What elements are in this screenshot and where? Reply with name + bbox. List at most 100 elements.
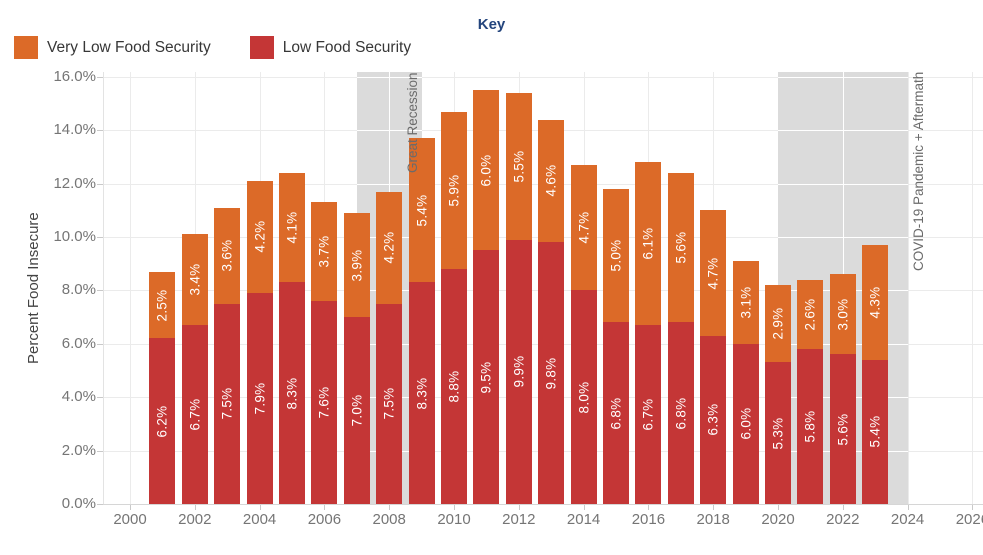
y-tick-label: 8.0% — [61, 281, 96, 299]
x-gridline — [907, 72, 909, 504]
bar-value-label: 7.5% — [219, 387, 235, 420]
y-tick-label: 10.0% — [53, 228, 96, 245]
y-tick-mark — [97, 76, 103, 78]
bar-segment-very-low-2019: 3.1% — [732, 261, 759, 344]
x-tick-mark — [648, 505, 650, 510]
x-tick-mark — [194, 505, 196, 510]
bar-value-label: 3.7% — [316, 235, 332, 268]
y-tick-label: 12.0% — [53, 174, 96, 192]
bar-segment-very-low-2013: 4.6% — [538, 119, 565, 243]
bar-segment-low-2019: 6.0% — [732, 343, 759, 504]
bar-segment-very-low-2001: 2.5% — [149, 271, 176, 339]
y-tick-label: 6.0% — [61, 334, 96, 352]
y-axis-title: Percent Food Insecure — [25, 212, 42, 364]
bar-segment-very-low-2007: 3.9% — [343, 212, 370, 318]
x-tick-mark — [842, 505, 844, 510]
bar-value-label: 2.9% — [770, 307, 786, 340]
bar-segment-low-2017: 6.8% — [667, 322, 694, 504]
bar-segment-low-2011: 9.5% — [473, 250, 500, 504]
bar-value-label: 3.6% — [219, 239, 235, 272]
bar-value-label: 2.6% — [802, 298, 818, 331]
y-tick-mark — [97, 290, 103, 292]
bar-segment-very-low-2005: 4.1% — [279, 172, 305, 283]
x-gridline — [130, 72, 131, 504]
bar-segment-low-2005: 8.3% — [279, 282, 305, 504]
bar-value-label: 3.1% — [738, 286, 754, 319]
bar-segment-low-2014: 8.0% — [570, 290, 597, 504]
bar-segment-low-2016: 6.7% — [635, 325, 662, 504]
y-tick-mark — [97, 450, 103, 452]
chart-key-title: Key — [477, 16, 506, 33]
bar-segment-very-low-2006: 3.7% — [311, 202, 338, 302]
legend-label-very-low: Very Low Food Security — [47, 38, 211, 56]
bar-segment-very-low-2009: 5.4% — [408, 138, 435, 283]
x-tick-mark — [778, 505, 779, 510]
bar-segment-low-2003: 7.5% — [214, 303, 241, 504]
x-gridline — [972, 72, 974, 504]
bar-segment-very-low-2020: 2.9% — [765, 285, 791, 363]
bar-segment-very-low-2010: 5.9% — [441, 111, 467, 270]
y-axis-spine — [103, 72, 104, 504]
bar-value-label: 4.2% — [252, 220, 268, 253]
bar-value-label: 4.7% — [576, 211, 592, 244]
bar-segment-very-low-2021: 2.6% — [797, 279, 824, 350]
x-tick-mark — [907, 505, 909, 510]
x-tick-label: 2006 — [307, 511, 342, 528]
x-tick-label: 2004 — [242, 511, 277, 528]
covid-19-annotation: COVID-19 Pandemic + Aftermath — [910, 71, 926, 271]
bar-value-label: 7.5% — [381, 387, 397, 420]
bar-value-label: 6.1% — [640, 227, 656, 260]
bar-value-label: 6.0% — [738, 407, 754, 440]
x-tick-label: 2018 — [696, 511, 730, 528]
bar-value-label: 5.6% — [835, 413, 851, 446]
bar-segment-very-low-2023: 4.3% — [862, 245, 889, 360]
bar-value-label: 5.6% — [673, 231, 689, 264]
legend-item-very-low-food-security: Very Low Food Security — [14, 36, 211, 59]
bar-value-label: 6.7% — [640, 398, 656, 431]
bar-segment-very-low-2002: 3.4% — [181, 234, 208, 326]
bar-value-label: 5.5% — [511, 150, 527, 183]
great-recession-annotation: Great Recession — [404, 72, 420, 173]
bar-segment-low-2018: 6.3% — [700, 335, 727, 504]
y-tick-mark — [97, 183, 103, 185]
bar-value-label: 2.5% — [154, 289, 170, 322]
bar-segment-very-low-2014: 4.7% — [570, 164, 597, 291]
bar-segment-low-2008: 7.5% — [376, 303, 403, 504]
x-tick-mark — [583, 505, 585, 510]
bar-segment-very-low-2012: 5.5% — [505, 92, 532, 240]
bar-value-label: 3.9% — [349, 249, 365, 282]
x-tick-label: 2012 — [502, 511, 536, 528]
bar-value-label: 4.6% — [543, 164, 559, 197]
y-tick-label: 2.0% — [61, 441, 96, 459]
bar-value-label: 7.6% — [316, 386, 332, 419]
x-tick-mark — [389, 505, 391, 510]
bar-value-label: 6.0% — [478, 154, 494, 187]
bar-value-label: 6.3% — [705, 403, 721, 436]
x-tick-mark — [454, 505, 455, 510]
bar-value-label: 4.2% — [381, 231, 397, 264]
bar-segment-low-2002: 6.7% — [181, 325, 208, 504]
bar-segment-very-low-2011: 6.0% — [473, 90, 500, 251]
bar-segment-low-2004: 7.9% — [246, 293, 273, 504]
x-tick-mark — [713, 505, 715, 510]
x-tick-mark — [518, 505, 520, 510]
y-tick-mark — [97, 130, 103, 132]
bar-value-label: 9.5% — [478, 361, 494, 394]
bar-value-label: 4.1% — [284, 211, 300, 244]
y-tick-label: 4.0% — [61, 388, 96, 406]
bar-segment-low-2006: 7.6% — [311, 301, 338, 504]
x-tick-label: 2016 — [631, 511, 666, 528]
bar-segment-low-2020: 5.3% — [765, 362, 791, 504]
bar-segment-low-2012: 9.9% — [505, 239, 532, 504]
bar-segment-very-low-2008: 4.2% — [376, 191, 403, 304]
bar-value-label: 5.4% — [414, 194, 430, 227]
bar-segment-low-2023: 5.4% — [862, 359, 889, 504]
bar-value-label: 6.7% — [187, 398, 203, 431]
bar-value-label: 8.0% — [576, 381, 592, 414]
bar-value-label: 5.4% — [867, 415, 883, 448]
bar-segment-low-2009: 8.3% — [408, 282, 435, 504]
x-tick-label: 2000 — [113, 511, 147, 528]
bar-segment-low-2021: 5.8% — [797, 349, 824, 504]
x-tick-mark — [324, 505, 326, 510]
